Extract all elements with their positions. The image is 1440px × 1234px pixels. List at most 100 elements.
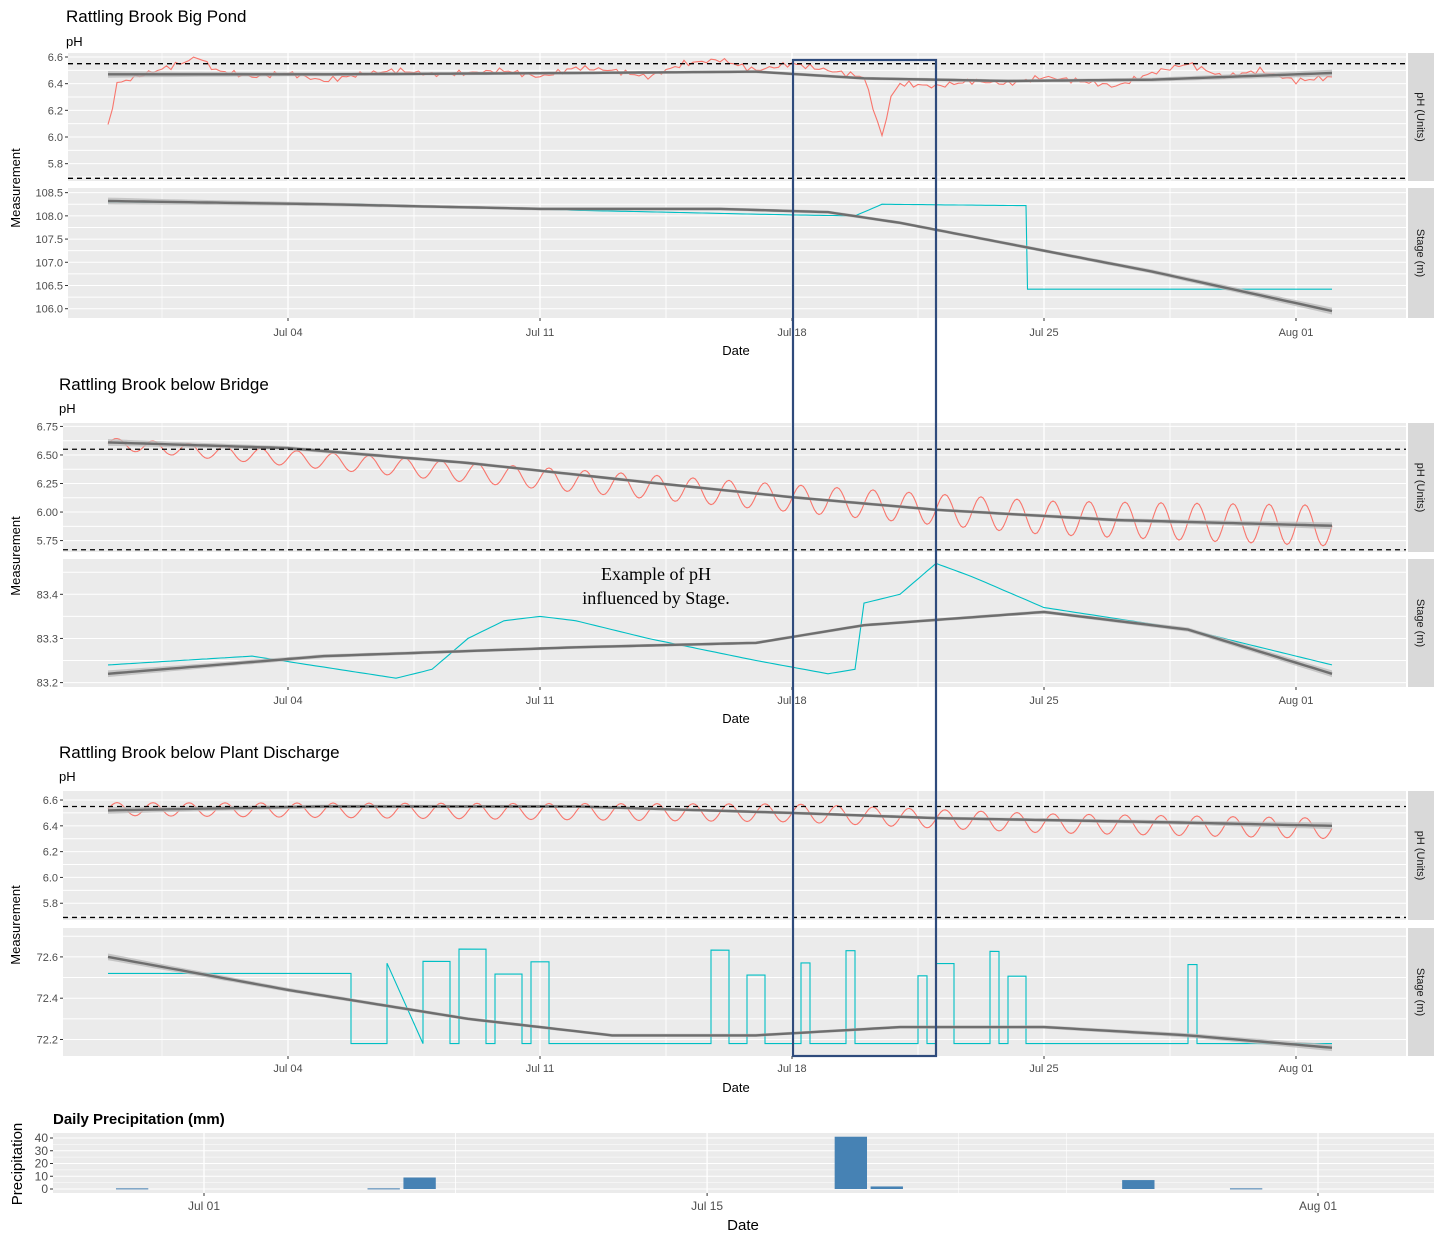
y-tick-label: 83.3 [37, 633, 58, 645]
y-tick-label: 6.0 [48, 132, 63, 144]
panel-background [63, 559, 1406, 687]
facet-stage: 72.6 72.4 72.2 Stage (m) [37, 928, 1434, 1056]
ph-series-line [107, 437, 1333, 547]
x-tick-label: Jul 04 [273, 327, 302, 339]
y-tick-label: 10 [35, 1169, 49, 1183]
smooth-trend-line [107, 610, 1333, 675]
x-tick-label: Jul 11 [526, 695, 555, 707]
smooth-trend-line [107, 805, 1333, 827]
x-tick-label: Jul 15 [691, 1199, 723, 1213]
facet-strip-label: Stage (m) [1414, 968, 1426, 1016]
x-tick-label: Jul 25 [1029, 327, 1058, 339]
facet-strip [1408, 188, 1434, 318]
y-tick-label: 106.0 [35, 304, 63, 316]
y-tick-label: 72.4 [37, 993, 58, 1005]
x-tick-label: Jul 11 [526, 327, 555, 339]
smooth-trend-line [107, 441, 1333, 527]
chart-subtitle: pH [66, 34, 83, 49]
facet-strip-label: pH (Units) [1414, 463, 1426, 513]
facet-strip [1408, 791, 1434, 920]
y-tick-label: 6.50 [37, 450, 58, 462]
y-tick-label: 6.2 [48, 105, 63, 117]
y-tick-label: 5.8 [43, 898, 58, 910]
chart-2: Rattling Brook below Bridge pH6.75 6.50 6.2… [8, 375, 1434, 726]
precipitation-bar [834, 1136, 868, 1189]
precipitation-bar [403, 1177, 436, 1189]
ph-series-line [107, 56, 1333, 138]
x-tick-label: Aug 01 [1299, 1199, 1337, 1213]
y-tick-label: 6.4 [43, 821, 58, 833]
y-tick-label: 6.6 [43, 795, 58, 807]
y-axis-label: Measurement [8, 148, 23, 228]
y-tick-label: 6.4 [48, 79, 63, 91]
y-axis-label: Measurement [8, 885, 23, 965]
x-tick-label: Aug 01 [1279, 1063, 1314, 1075]
chart-title: Rattling Brook below Plant Discharge [59, 743, 340, 762]
precipitation-bar [367, 1188, 400, 1190]
facet-stage: 108.5 108.0 107.5 107.0 106.5 106.0 Stage (m) [35, 188, 1434, 318]
y-tick-label: 0 [41, 1182, 48, 1196]
chart-1: Rattling Brook Big Pond pH6.6 6.4 6.2 6.0 5.8… [8, 7, 1434, 358]
x-axis-label: Date [727, 1217, 759, 1234]
y-tick-label: 5.8 [48, 159, 63, 171]
y-tick-label: 83.2 [37, 678, 58, 690]
y-tick-label: 72.6 [37, 952, 58, 964]
x-axis-label: Date [722, 711, 749, 726]
precipitation-bar [1122, 1180, 1155, 1189]
chart-title: Daily Precipitation (mm) [53, 1111, 225, 1128]
y-tick-label: 6.6 [48, 52, 63, 64]
y-tick-label: 5.75 [37, 536, 58, 548]
facet-strip [1408, 53, 1434, 181]
x-tick-label: Jul 01 [188, 1199, 220, 1213]
ph-series-line [107, 802, 1333, 840]
y-tick-label: 107.0 [35, 257, 63, 269]
y-tick-label: 20 [35, 1157, 49, 1171]
chart-title: Rattling Brook below Bridge [59, 375, 269, 394]
y-tick-label: 106.5 [35, 281, 63, 293]
x-tick-label: Jul 25 [1029, 695, 1058, 707]
chart-title: Rattling Brook Big Pond [66, 7, 247, 26]
precipitation-bar [115, 1188, 149, 1190]
precipitation-bar [870, 1186, 903, 1189]
chart-3: Rattling Brook below Plant DischargepH6.… [8, 743, 1434, 1095]
x-tick-label: Jul 04 [273, 1063, 302, 1075]
smooth-trend-line [107, 955, 1333, 1049]
smooth-trend-line [108, 70, 1333, 83]
facet-ph: 6.6 6.4 6.2 6.0 5.8 pH (Units) [43, 791, 1434, 920]
y-tick-label: 107.5 [35, 234, 63, 246]
smooth-confidence-band [108, 439, 1332, 530]
facet-strip-label: Stage (m) [1414, 229, 1426, 277]
precipitation-bar [1229, 1188, 1263, 1190]
x-tick-label: Aug 01 [1279, 327, 1314, 339]
y-tick-label: 108.5 [35, 188, 63, 200]
facet-strip-label: pH (Units) [1414, 92, 1426, 142]
stage-series-line [108, 948, 1332, 1045]
y-axis-label: Precipitation [9, 1123, 26, 1206]
y-tick-label: 6.25 [37, 479, 58, 491]
x-axis-label: Date [722, 1080, 749, 1095]
chart-subtitle: pH [59, 769, 76, 784]
y-tick-label: 72.2 [37, 1034, 58, 1046]
highlight-box [791, 58, 938, 1058]
y-tick-label: 6.00 [37, 507, 58, 519]
panel-background [68, 188, 1406, 318]
facet-stage: 83.4 83.3 83.2 Stage (m) [37, 559, 1434, 690]
y-tick-label: 6.2 [43, 847, 58, 859]
y-axis-label: Measurement [8, 516, 23, 596]
x-tick-label: Jul 04 [273, 695, 302, 707]
smooth-trend-line [107, 199, 1333, 313]
annotation-line-2: influenced by Stage. [582, 588, 729, 608]
y-tick-label: 108.0 [35, 211, 63, 223]
y-tick-label: 6.75 [37, 421, 58, 433]
facet-strip-label: Stage (m) [1414, 599, 1426, 647]
x-axis-label: Date [722, 343, 749, 358]
facet-strip [1408, 928, 1434, 1056]
y-tick-label: 6.0 [43, 872, 58, 884]
annotation-line-1: Example of pH [601, 564, 711, 584]
y-tick-label: 40 [35, 1131, 49, 1145]
x-tick-label: Aug 01 [1279, 695, 1314, 707]
facet-strip-label: pH (Units) [1414, 831, 1426, 881]
x-tick-label: Jul 25 [1029, 1063, 1058, 1075]
chart-subtitle: pH [59, 401, 76, 416]
